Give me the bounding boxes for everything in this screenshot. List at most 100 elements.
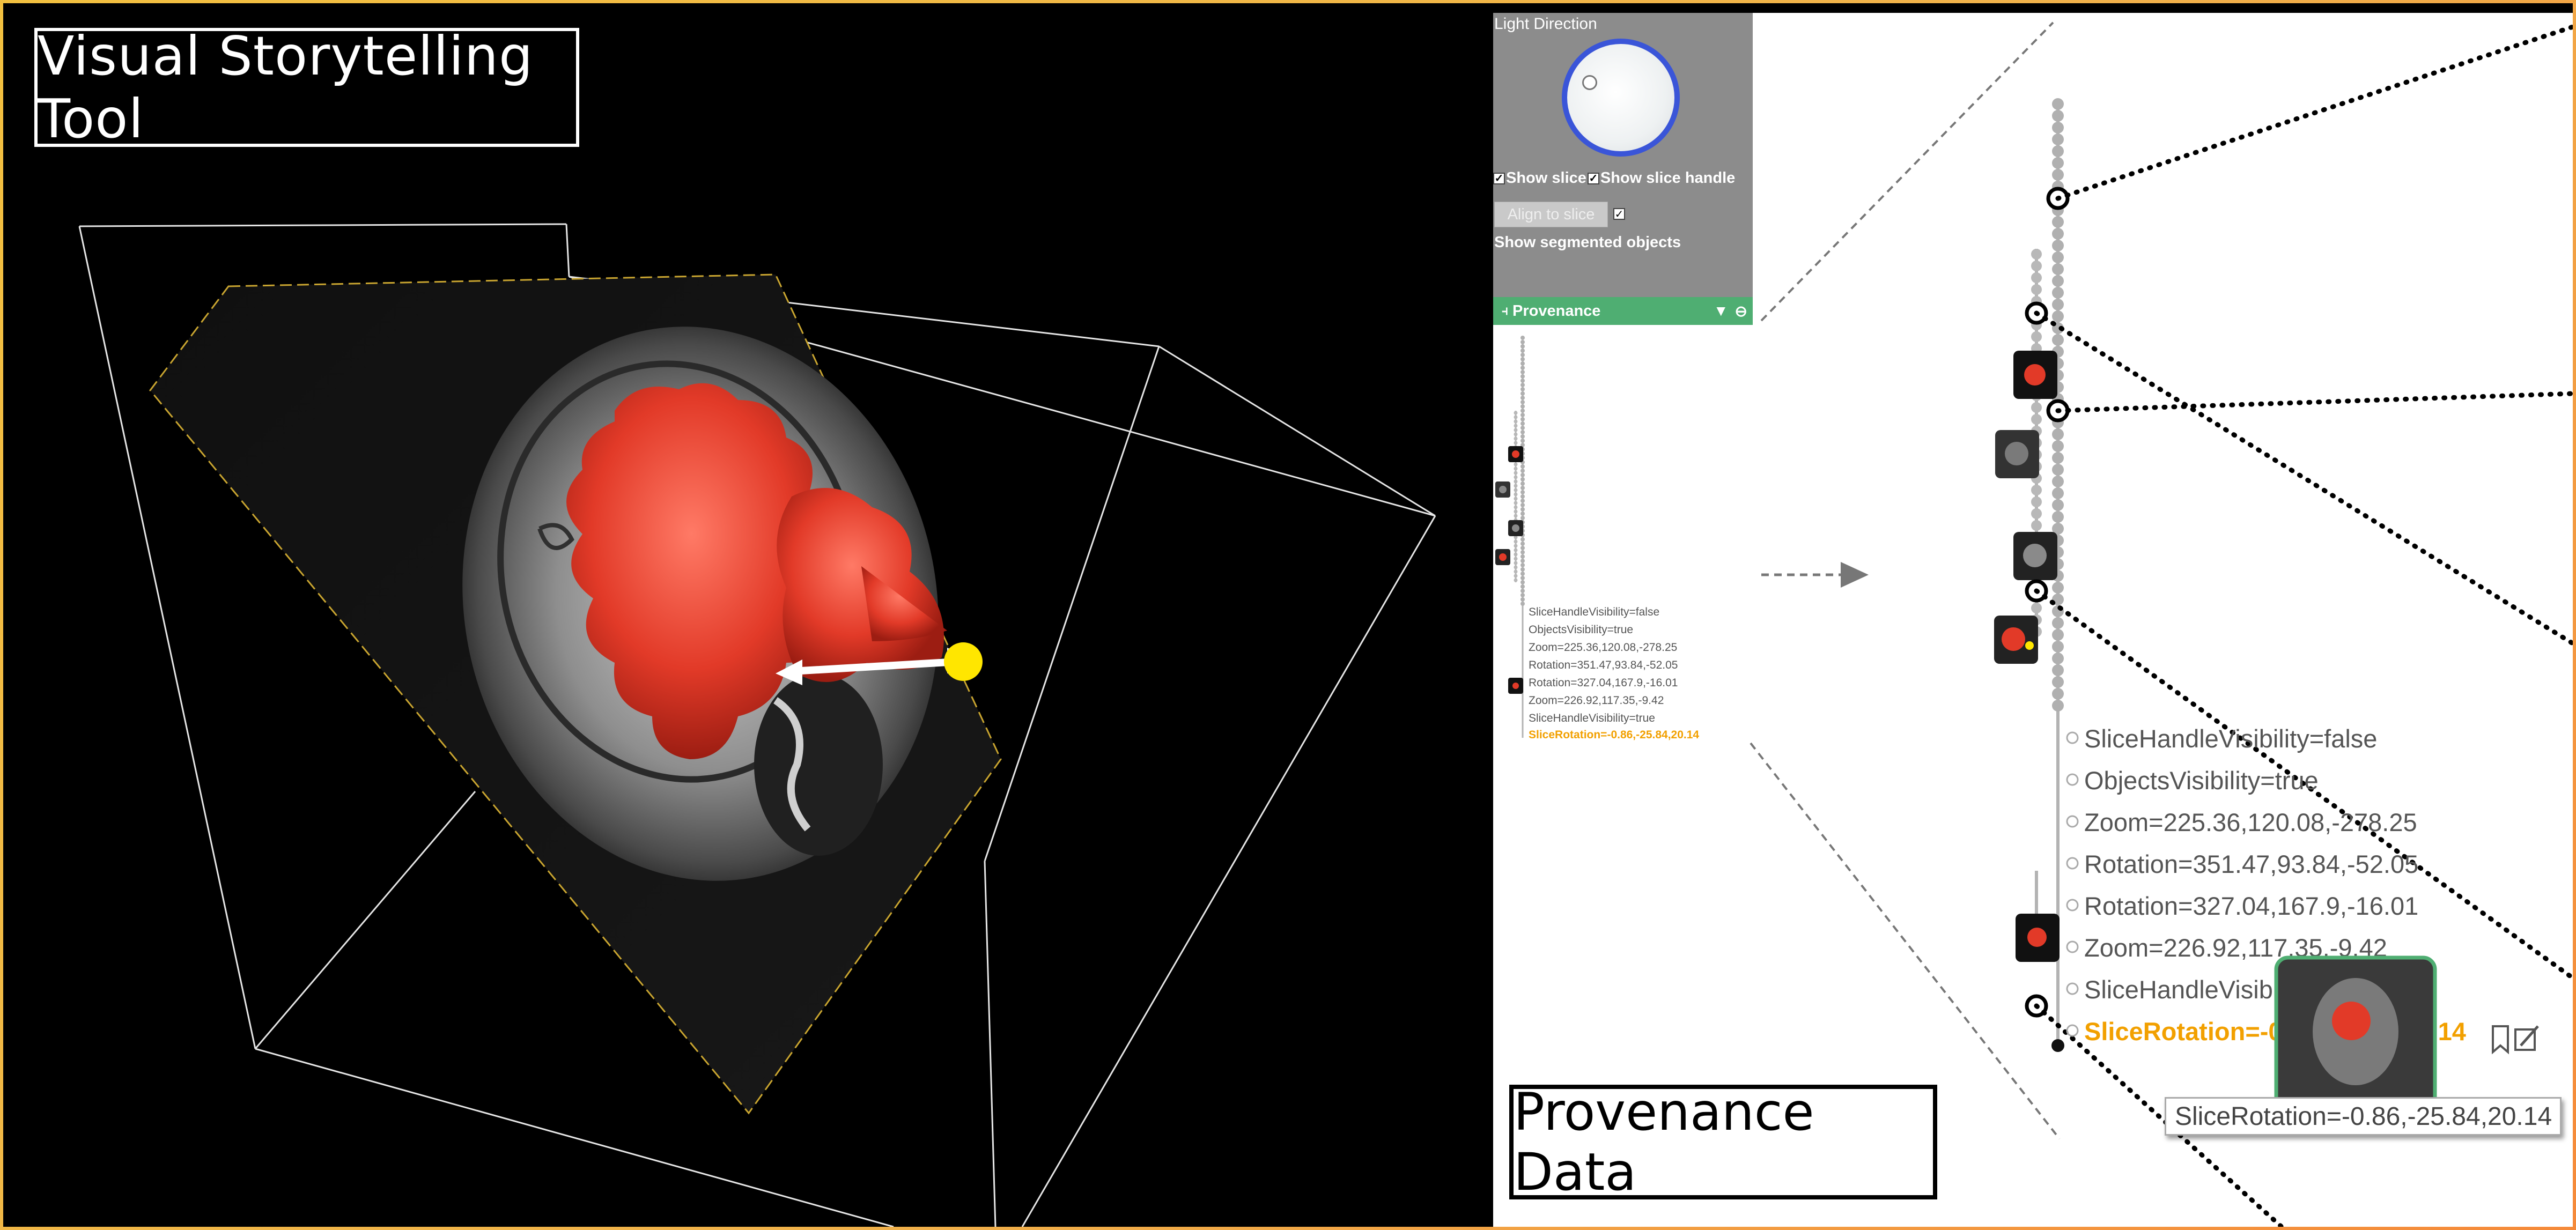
graph-node	[2052, 617, 2064, 629]
provenance-entry[interactable]: Rotation=327.04,167.9,-16.01	[1529, 677, 1678, 689]
provenance-entry[interactable]: Zoom=226.92,117.35,-9.42	[1529, 694, 1664, 707]
refresh-icon	[2066, 1024, 2079, 1037]
align-to-slice-checkbox[interactable]: ✓	[1613, 208, 1625, 220]
graph-node	[1520, 396, 1525, 400]
graph-node	[1514, 569, 1518, 574]
provenance-graph[interactable]: SliceHandleVisibility=false ObjectsVisib…	[1493, 325, 1753, 743]
graph-node	[1520, 439, 1525, 443]
graph-node	[1520, 473, 1525, 477]
show-slice-handle-checkbox[interactable]: ✓	[1587, 172, 1599, 184]
graph-node	[1520, 486, 1525, 490]
graph-node	[2052, 251, 2064, 263]
graph-node	[1520, 374, 1525, 379]
graph-node	[2031, 603, 2042, 613]
refresh-icon	[2066, 731, 2079, 744]
refresh-icon	[2066, 899, 2079, 912]
story-title: Visual Storytelling Tool	[34, 25, 579, 150]
graph-node	[1520, 593, 1525, 597]
graph-node	[1514, 497, 1518, 501]
graph-node	[1520, 554, 1525, 559]
graph-node	[1514, 574, 1518, 578]
graph-node	[1520, 404, 1525, 409]
light-direction-handle[interactable]	[1582, 75, 1597, 90]
current-node	[2051, 1039, 2064, 1052]
edit-icon[interactable]	[2514, 1025, 2539, 1051]
provenance-header-label: Provenance	[1512, 302, 1601, 320]
graph-node	[1514, 471, 1518, 475]
graph-node	[1520, 512, 1525, 516]
graph-node	[1520, 477, 1525, 481]
graph-node	[1514, 548, 1518, 552]
segmented-object[interactable]	[566, 383, 947, 759]
provenance-entry[interactable]: Rotation=351.47,93.84,-52.05	[1529, 659, 1678, 671]
graph-node	[1514, 411, 1518, 415]
graph-node	[2031, 402, 2042, 413]
graph-node	[2052, 98, 2064, 110]
graph-node	[1520, 537, 1525, 542]
graph-node	[1520, 576, 1525, 580]
refresh-icon	[2066, 982, 2079, 995]
graph-node	[1520, 503, 1525, 507]
provenance-entry[interactable]: SliceHandleVisibility=true	[1529, 712, 1655, 724]
graph-node	[1514, 484, 1518, 488]
provenance-entry[interactable]: Zoom=225.36,120.08,-278.25	[1529, 641, 1677, 654]
graph-node	[2031, 284, 2042, 295]
graph-node	[1520, 567, 1525, 572]
zoom-entry: SliceHandleVisibility=false	[2084, 724, 2377, 753]
entry-tooltip: SliceRotation=-0.86,-25.84,20.14	[2165, 1097, 2562, 1136]
volume-render[interactable]	[3, 3, 1488, 1227]
graph-node	[1520, 481, 1525, 486]
graph-node	[1514, 462, 1518, 466]
graph-node	[2052, 700, 2064, 712]
show-segmented-objects-label: Show segmented objects	[1494, 234, 1681, 251]
graph-node	[1520, 370, 1525, 374]
graph-node	[1520, 344, 1525, 349]
3d-viewport[interactable]: Visual Storytelling Tool	[3, 3, 1488, 1227]
graph-node	[2052, 464, 2064, 476]
graph-node	[1514, 428, 1518, 432]
graph-node	[1514, 535, 1518, 539]
zoom-entry: Rotation=327.04,167.9,-16.01	[2084, 892, 2418, 920]
graph-node	[2052, 476, 2064, 487]
graph-node	[1520, 426, 1525, 430]
graph-node	[2052, 134, 2064, 145]
mini-provenance-list: SliceHandleVisibility=false ObjectsVisib…	[1529, 606, 1699, 741]
graph-node	[2052, 653, 2064, 664]
provenance-entry-current[interactable]: SliceRotation=-0.86,-25.84,20.14	[1529, 729, 1699, 741]
provenance-entry[interactable]: SliceHandleVisibility=false	[1529, 606, 1659, 618]
graph-node	[2052, 582, 2064, 594]
provenance-header[interactable]: ⫞ Provenance ▼ ⊖	[1493, 297, 1753, 325]
settings-icon[interactable]: ⊖	[1734, 303, 1747, 320]
graph-node	[2052, 487, 2064, 499]
slice-handle[interactable]	[776, 642, 983, 685]
filter-icon[interactable]: ▼	[1713, 302, 1729, 319]
graph-node	[1514, 544, 1518, 548]
graph-node	[2052, 275, 2064, 287]
show-slice-checkbox[interactable]: ✓	[1493, 172, 1505, 184]
zoom-arrow	[1761, 562, 1869, 588]
graph-node	[1514, 539, 1518, 544]
show-slice-handle-label: Show slice handle	[1600, 169, 1736, 187]
show-segmented-objects-row: Show segmented objects	[1494, 234, 1681, 251]
provenance-data-title: Provenance Data	[1509, 1082, 1937, 1202]
graph-node	[2052, 228, 2064, 240]
graph-node	[2031, 261, 2042, 271]
zoom-connectors	[1750, 21, 2061, 1140]
light-direction-widget[interactable]	[1562, 39, 1680, 157]
graph-node	[2031, 414, 2042, 425]
graph-node	[1514, 466, 1518, 471]
graph-node	[1520, 340, 1525, 344]
graph-node	[1520, 353, 1525, 357]
graph-node	[1520, 602, 1525, 606]
graph-node	[1520, 550, 1525, 554]
graph-node	[1520, 361, 1525, 366]
bookmark-icon[interactable]	[2492, 1025, 2509, 1055]
graph-node	[1514, 492, 1518, 497]
provenance-entry[interactable]: ObjectsVisibility=true	[1529, 624, 1633, 636]
graph-node	[2052, 499, 2064, 511]
graph-node	[2031, 508, 2042, 519]
graph-node	[1520, 580, 1525, 584]
align-to-slice-button[interactable]: Align to slice	[1494, 202, 1608, 227]
graph-node	[2052, 440, 2064, 452]
graph-node	[1520, 336, 1525, 340]
